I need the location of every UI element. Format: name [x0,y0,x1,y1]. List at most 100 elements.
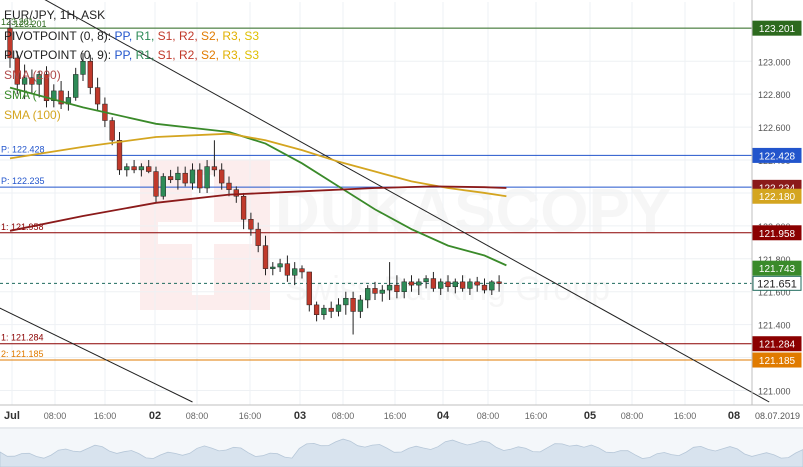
candle-body [372,288,378,294]
sma-line [9,132,507,198]
candle-body [109,120,115,141]
time-tick-label: 16:00 [94,411,117,421]
pivot-legend-item: R3, [222,48,244,62]
pivot-legend-2: PIVOTPOINT (0, 9): PP, R1, S1, R2, S2, R… [4,48,259,62]
pivot-levels: 123.201 P: 122.428 P: 122.235 1: 121.958 1: … [0,17,752,361]
moving-averages [9,86,507,267]
candle-body [211,166,218,171]
candle-body [321,307,327,316]
price-tag-text: 121.185 [759,356,796,367]
pivot-legend-item: S2, [201,29,222,43]
price-tick-label: 121.000 [758,386,791,396]
pivot-legend-item: PP, [114,48,135,62]
candle-body [284,263,291,276]
candle-body [14,57,20,85]
time-tick-label: 04 [437,410,450,422]
candle-body [153,171,159,197]
candle-body [306,271,312,306]
pivot-legend-item: R2, [179,29,201,43]
time-tick-label: Jul [4,410,20,422]
time-tick-label: 08:00 [621,411,644,421]
sma-short-legend: SMA ( [4,88,37,102]
candle-body [182,172,188,184]
candle-body [87,61,93,88]
candle-body [343,298,349,306]
candle-body [80,61,86,75]
pivot-legend-item: S1, [158,29,179,43]
level-label: P: 122.235 [1,176,45,186]
time-tick-label: 08:00 [186,411,209,421]
candle-body [262,245,269,269]
price-tag-text: 121.284 [759,340,796,351]
time-tick-label: 05 [584,410,596,422]
candle-body [255,228,261,246]
candle-body [386,284,393,291]
candle-body [467,281,473,289]
candle-body [401,281,407,292]
candle-body [94,87,101,105]
time-tick-label: 16:00 [384,411,407,421]
candle-body [167,176,174,181]
level-label: 1: 121.958 [1,222,44,232]
price-tag-bg [752,188,802,204]
price-tick-label: 121.600 [758,288,791,298]
navigator-area [0,438,803,467]
pivot-legend-item: R2, [179,48,201,62]
time-tick-label: 03 [294,410,306,422]
candle-body [197,169,203,189]
candle-body [474,281,480,286]
pivot-legend-item: S1, [158,48,179,62]
candle-body [43,74,50,102]
trend-line [44,0,770,403]
level-label: 2: 121.185 [1,349,44,359]
level-label: P: 122.428 [1,144,45,154]
time-tick-label: 16:00 [239,411,262,421]
price-tag-text: 121.743 [759,264,796,275]
candle-body [51,90,57,102]
candle-body [489,281,495,291]
candle-body [124,166,130,171]
time-tick-label: 16:00 [674,411,697,421]
price-tag-bg [752,275,802,291]
price-tick-label: 123.000 [758,57,791,67]
candle-body [357,299,364,312]
price-tick-label: 121.800 [758,255,791,265]
time-axis-date-label: 08.07.2019 [755,411,800,421]
candle-body [292,268,298,276]
candle-body [350,298,356,312]
candle-body [21,77,28,85]
price-tag-text: 121.651 [757,278,797,290]
price-tags: 123.201122.428122.234122.180121.958121.7… [752,20,802,368]
candle-body [233,189,239,197]
price-tag-bg [752,20,802,36]
candle-body [394,284,400,292]
candle-body [160,176,166,197]
candle-body [313,304,320,316]
legend: EUR/JPY, 1H, ASK 123.201 PIVOTPOINT (0, … [4,8,259,122]
price-tag-bg [752,225,802,241]
candle-body [240,195,247,220]
grid [0,2,752,405]
pivot-legend-item: R3, [222,29,244,43]
candle-body [408,281,415,286]
candle-body [438,281,444,289]
candle-body [452,281,458,288]
pivot-legend-item: R1, [136,29,158,43]
candle-body [73,74,79,98]
time-tick-label: 02 [149,410,161,422]
candle-body [270,266,276,269]
candle-body [226,182,232,190]
trend-line [0,307,193,403]
pivot-legend-1: PIVOTPOINT (0, 8): PP, R1, S1, R2, S2, R… [4,29,259,43]
pivot-legend-item: R1, [136,48,158,62]
candle-body [116,140,123,171]
time-tick-label: 08 [728,410,740,422]
time-axis[interactable]: Jul 08:00 16:00 02 08:00 16:00 03 08:00 16:00 04 0… [4,410,740,422]
symbol-label: EUR/JPY, 1H, ASK [4,8,105,22]
sma-200-legend: SMA (200) [4,68,61,82]
pivot-legend-item: S2, [201,48,222,62]
price-tick-label: 122.800 [758,90,791,100]
candle-body [219,169,225,184]
